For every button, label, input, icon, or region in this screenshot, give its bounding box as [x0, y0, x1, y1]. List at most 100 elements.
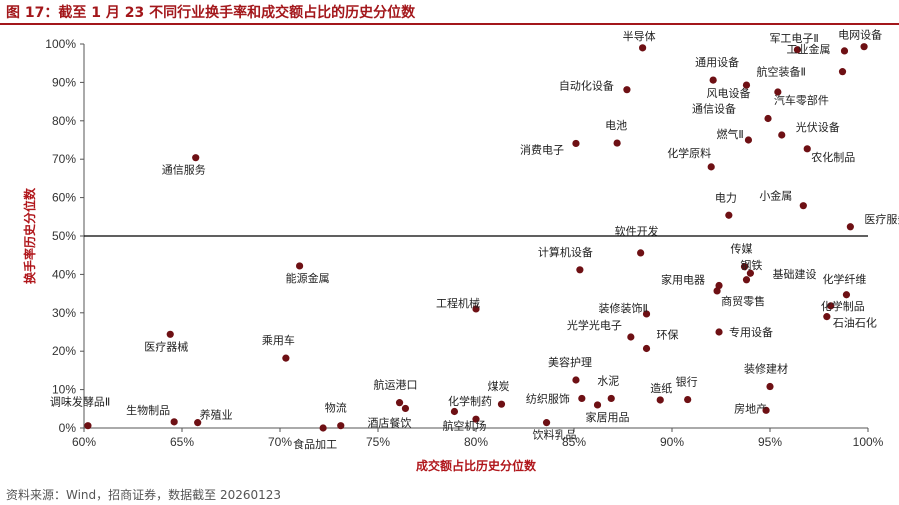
point-label: 工业金属: [786, 42, 830, 56]
data-point: [656, 396, 664, 404]
data-point: [803, 145, 811, 153]
data-point: [746, 269, 755, 277]
data-point: [296, 262, 304, 270]
data-point: [472, 305, 480, 313]
point-label: 水泥: [597, 374, 619, 387]
point-label: 造纸: [650, 381, 672, 395]
point-label: 化学制药: [448, 394, 492, 408]
x-axis-label: 成交额占比历史分位数: [416, 458, 537, 473]
data-point: [623, 86, 631, 94]
y-tick-label: 40%: [52, 267, 76, 281]
data-point: [764, 114, 772, 123]
point-label: 饮料乳品: [533, 428, 577, 442]
data-point: [827, 302, 835, 310]
data-point: [576, 266, 584, 274]
data-point: [607, 394, 615, 403]
title-divider: [0, 23, 899, 25]
point-label: 家居用品: [586, 410, 630, 424]
data-point: [192, 154, 200, 162]
point-label: 专用设备: [729, 325, 773, 339]
point-label: 汽车零部件: [774, 93, 829, 107]
data-point: [637, 249, 645, 257]
point-label: 纺织服饰: [526, 391, 570, 405]
data-point: [762, 406, 770, 414]
scatter-chart: 60% 65% 70% 75% 80% 85% 90% 95% 100% 0% 10% 20% 30% 4…: [22, 28, 899, 473]
data-point: [742, 81, 751, 89]
point-label: 光学光电子: [567, 318, 622, 332]
data-point: [401, 404, 410, 413]
point-label: 物流: [325, 401, 347, 415]
data-point: [472, 415, 480, 423]
data-point: [799, 202, 807, 210]
data-point: [170, 418, 178, 426]
point-label: 商贸零售: [721, 294, 765, 308]
y-tick-label: 10%: [52, 383, 76, 397]
point-label: 化学纤维: [822, 272, 866, 286]
x-tick-label: 90%: [660, 435, 684, 449]
point-label: 环保: [657, 328, 679, 342]
data-point: [642, 310, 651, 318]
point-label: 装修建材: [744, 362, 788, 376]
axes-group: 60% 65% 70% 75% 80% 85% 90% 95% 100% 0% 10% 20% 30% 4…: [45, 37, 883, 449]
x-tick-label: 70%: [268, 435, 292, 449]
data-point: [840, 47, 849, 55]
point-label: 航运港口: [374, 378, 418, 392]
data-point: [450, 407, 459, 416]
point-label: 石油石化: [833, 316, 877, 330]
point-label: 军工电子Ⅱ: [769, 32, 818, 45]
data-point: [319, 424, 327, 432]
data-point: [823, 313, 831, 321]
point-label: 消费电子: [520, 142, 564, 156]
point-label: 调味发酵品Ⅱ: [50, 395, 110, 409]
data-point: [766, 382, 774, 391]
point-label: 化学原料: [667, 146, 711, 160]
point-label: 工程机械: [436, 296, 480, 310]
point-label: 基础建设: [772, 267, 816, 281]
source-note: 资料来源：Wind，招商证券，数据截至 20260123: [6, 488, 282, 502]
point-label: 半导体: [623, 29, 656, 43]
point-label: 小金属: [759, 189, 792, 203]
point-label: 医疗服务: [864, 212, 899, 226]
point-label: 传媒: [731, 243, 753, 256]
point-label: 食品加工: [293, 437, 337, 451]
data-point: [166, 330, 174, 338]
x-tick-label: 80%: [464, 435, 488, 449]
y-axis-label: 换手率历史分位数: [22, 187, 37, 284]
y-tick-label: 90%: [52, 75, 76, 89]
point-label: 燃气Ⅱ: [716, 127, 743, 141]
point-label: 化学制品: [821, 299, 865, 313]
data-point: [395, 399, 404, 407]
data-point: [725, 211, 733, 219]
point-label: 计算机设备: [538, 245, 593, 259]
point-label: 钢铁: [740, 259, 762, 272]
point-label: 生物制品: [126, 403, 170, 417]
point-label: 航空装备Ⅱ: [757, 65, 806, 79]
data-point: [84, 422, 92, 430]
point-label: 电网设备: [838, 28, 882, 42]
x-tick-label: 65%: [170, 435, 194, 449]
point-label: 装修装饰Ⅱ: [599, 301, 648, 315]
data-point: [860, 43, 868, 51]
point-label: 通用设备: [695, 55, 739, 69]
data-point: [709, 76, 717, 84]
point-label: 银行: [676, 375, 698, 389]
point-label: 医疗器械: [144, 339, 188, 353]
data-point: [627, 333, 635, 341]
data-point: [194, 419, 202, 427]
x-tick-label: 95%: [758, 435, 782, 449]
data-point: [613, 139, 621, 147]
point-label: 光伏设备: [796, 120, 840, 134]
data-point: [838, 68, 847, 76]
point-label: 航空机场: [442, 418, 486, 432]
point-label: 房地产: [734, 401, 767, 415]
data-point: [778, 131, 786, 139]
point-label: 家用电器: [661, 273, 705, 287]
data-point: [793, 46, 802, 54]
y-tick-label: 30%: [52, 306, 76, 320]
point-label: 能源金属: [286, 271, 330, 285]
y-tick-label: 60%: [52, 191, 76, 205]
point-label: 通信设备: [692, 101, 736, 115]
y-tick-label: 100%: [45, 37, 76, 51]
data-point: [337, 422, 345, 430]
